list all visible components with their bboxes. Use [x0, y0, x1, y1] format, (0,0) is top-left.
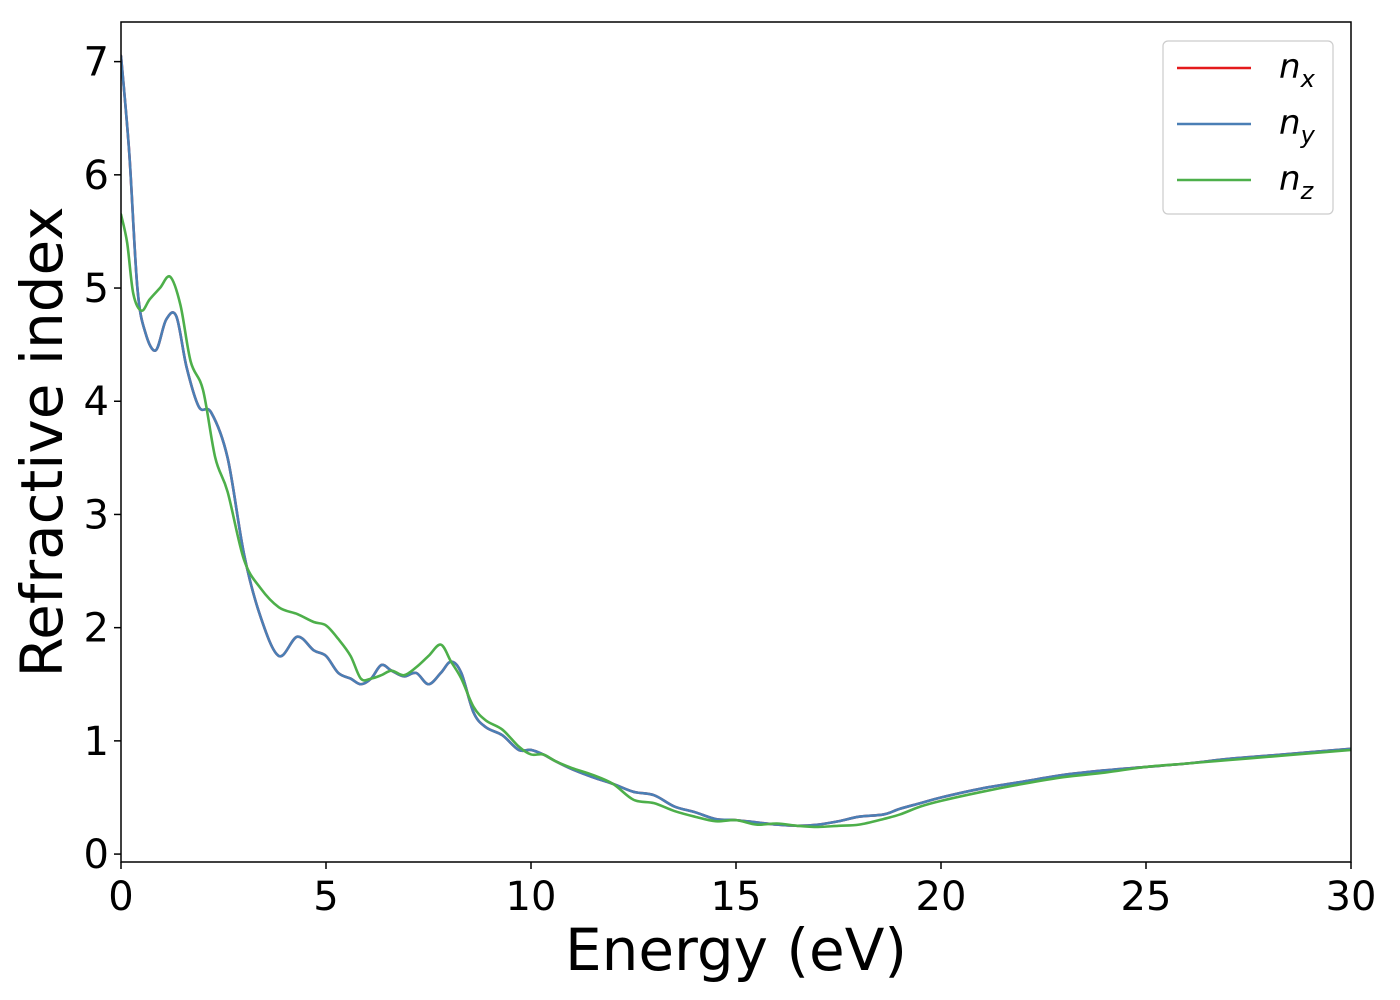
- y-tick-label: 3: [84, 492, 109, 538]
- legend-label-ny: ny: [1279, 103, 1316, 149]
- series-layer: [121, 54, 1351, 829]
- x-tick-label: 30: [1326, 874, 1377, 920]
- x-tick-label: 15: [711, 874, 762, 920]
- y-tick-label: 5: [84, 266, 109, 312]
- y-tick-label: 7: [84, 40, 109, 86]
- y-tick-label: 1: [84, 719, 109, 765]
- legend-label-nx: nx: [1279, 47, 1316, 93]
- x-tick-label: 20: [916, 874, 967, 920]
- y-tick-label: 2: [84, 606, 109, 652]
- y-tick-label: 6: [84, 153, 109, 199]
- x-tick-label: 10: [506, 874, 557, 920]
- series-line-ny: [121, 54, 1351, 828]
- x-tick-label: 25: [1121, 874, 1172, 920]
- x-axis-title: Energy (eV): [565, 916, 907, 984]
- y-tick-label: 4: [84, 379, 109, 425]
- y-axis-title: Refractive index: [8, 206, 76, 677]
- x-tick-label: 0: [108, 874, 133, 920]
- series-line-nz: [121, 213, 1351, 829]
- x-tick-label: 5: [313, 874, 338, 920]
- legend-box: [1162, 40, 1334, 215]
- y-tick-label: 0: [84, 832, 109, 878]
- ticks-layer: 0 5 10 15 20 25 30 0 1 2 3 4 5 6 7: [84, 40, 1377, 920]
